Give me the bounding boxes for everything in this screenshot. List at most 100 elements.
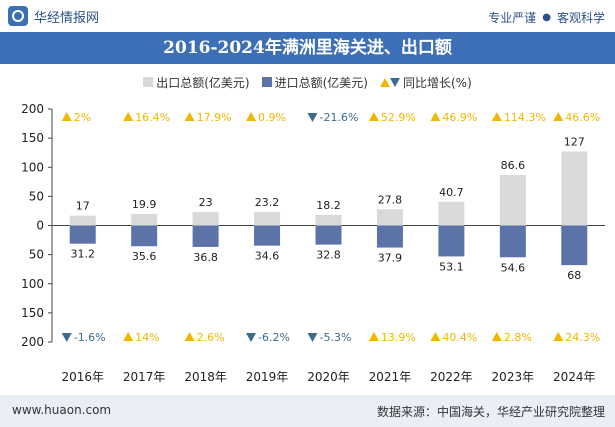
import-bar [315, 225, 342, 245]
x-category-label: 2019年 [246, 370, 289, 384]
import-growth-marker [61, 333, 72, 342]
x-category-label: 2020年 [307, 370, 350, 384]
export-growth-marker [491, 112, 502, 121]
import-bar [376, 225, 403, 248]
export-value-label: 17 [76, 200, 90, 213]
import-growth-marker [246, 333, 257, 342]
import-growth-marker [491, 332, 502, 341]
x-category-label: 2018年 [184, 370, 227, 384]
import-growth-label: 2.6% [197, 331, 225, 344]
export-growth-marker [307, 113, 318, 122]
import-growth-label: -1.6% [74, 331, 106, 344]
export-bar [376, 209, 403, 226]
import-value-label: 34.6 [255, 250, 280, 263]
import-growth-marker [184, 332, 195, 341]
x-category-label: 2017年 [123, 370, 166, 384]
export-growth-label: 2% [74, 111, 91, 124]
y-tick-label: 0 [36, 219, 44, 233]
export-growth-marker [430, 112, 441, 121]
y-tick-label: 50 [29, 189, 44, 203]
export-value-label: 18.2 [316, 199, 341, 212]
export-bar [438, 201, 465, 226]
export-growth-label: 46.6% [565, 111, 600, 124]
export-growth-label: 46.9% [442, 111, 477, 124]
export-growth-label: 114.3% [504, 111, 546, 124]
legend-item-export[interactable]: 出口总额(亿美元) [143, 74, 250, 91]
motto-right: 客观科学 [556, 11, 605, 25]
y-tick-label: 150 [21, 306, 44, 320]
import-swatch-icon [261, 77, 272, 87]
x-category-label: 2024年 [553, 370, 596, 384]
import-growth-label: -6.2% [258, 331, 290, 344]
import-bar [438, 225, 465, 257]
triangle-up-icon [379, 77, 390, 87]
export-growth-marker [123, 112, 134, 121]
chart-plot: 200 150 100 50 0 50 100 150 200 17 31.2 2% -1.6% 2016… [21, 102, 605, 384]
import-growth-label: 40.4% [442, 331, 477, 344]
legend-label-import: 进口总额(亿美元) [274, 75, 368, 90]
import-growth-marker [307, 333, 318, 342]
export-growth-label: 16.4% [135, 111, 170, 124]
export-value-label: 40.7 [439, 186, 464, 199]
legend-item-growth[interactable]: 同比增长(%) [379, 74, 472, 91]
export-value-label: 127 [564, 136, 585, 149]
export-bar [192, 212, 219, 226]
import-growth-marker [368, 332, 379, 341]
import-growth-label: 24.3% [565, 331, 600, 344]
import-bar [561, 225, 588, 266]
export-bar [499, 175, 526, 226]
brand[interactable]: 华经情报网 [8, 6, 99, 26]
import-value-label: 32.8 [316, 249, 341, 262]
chart-legend: 出口总额(亿美元) 进口总额(亿美元) 同比增长(%) [0, 72, 615, 92]
export-value-label: 86.6 [501, 159, 526, 172]
triangle-down-icon [389, 77, 400, 87]
import-bar [254, 225, 281, 246]
import-value-label: 37.9 [378, 252, 403, 265]
legend-item-import[interactable]: 进口总额(亿美元) [261, 74, 368, 91]
import-growth-label: 2.8% [504, 331, 532, 344]
import-bar [131, 225, 158, 247]
import-growth-marker [553, 332, 564, 341]
export-bar [69, 215, 96, 226]
y-tick-label: 150 [21, 131, 44, 145]
export-growth-marker [246, 112, 257, 121]
x-category-label: 2016年 [61, 370, 104, 384]
x-category-label: 2021年 [369, 370, 412, 384]
export-bar [131, 213, 158, 226]
brand-name: 华经情报网 [34, 10, 100, 26]
legend-label-growth: 同比增长(%) [402, 75, 472, 90]
motto-left: 专业严谨 [488, 11, 537, 25]
import-value-label: 35.6 [132, 250, 157, 263]
x-category-label: 2022年 [430, 370, 473, 384]
y-tick-label: 50 [29, 248, 44, 262]
footer-url[interactable]: www.huaon.com [12, 403, 112, 417]
import-bar [192, 225, 219, 247]
export-growth-marker [61, 112, 72, 121]
import-growth-marker [123, 332, 134, 341]
x-category-label: 2023年 [492, 370, 535, 384]
top-bar: 华经情报网 专业严谨 ● 客观科学 [0, 0, 615, 32]
import-growth-marker [430, 332, 441, 341]
export-bar [561, 151, 588, 226]
export-growth-label: -21.6% [320, 111, 359, 124]
footer-source: 数据来源：中国海关，华经产业研究院整理 [376, 405, 605, 419]
import-bar [69, 225, 96, 244]
export-growth-marker [184, 112, 195, 121]
import-growth-label: 14% [135, 331, 159, 344]
import-growth-label: 13.9% [381, 331, 416, 344]
import-value-label: 54.6 [501, 261, 526, 274]
export-growth-label: 52.9% [381, 111, 416, 124]
export-value-label: 23 [199, 196, 213, 209]
import-value-label: 68 [567, 269, 581, 282]
chart-title: 2016-2024年满洲里海关进、出口额 [163, 38, 452, 58]
brand-logo-icon [8, 6, 28, 26]
export-swatch-icon [143, 77, 154, 87]
export-value-label: 19.9 [132, 198, 157, 211]
import-value-label: 53.1 [439, 260, 464, 273]
bullet-dot-icon: ● [542, 12, 551, 23]
y-tick-label: 200 [21, 335, 44, 349]
import-growth-label: -5.3% [320, 331, 352, 344]
export-bar [315, 214, 342, 226]
import-value-label: 36.8 [193, 251, 218, 264]
export-growth-marker [368, 112, 379, 121]
